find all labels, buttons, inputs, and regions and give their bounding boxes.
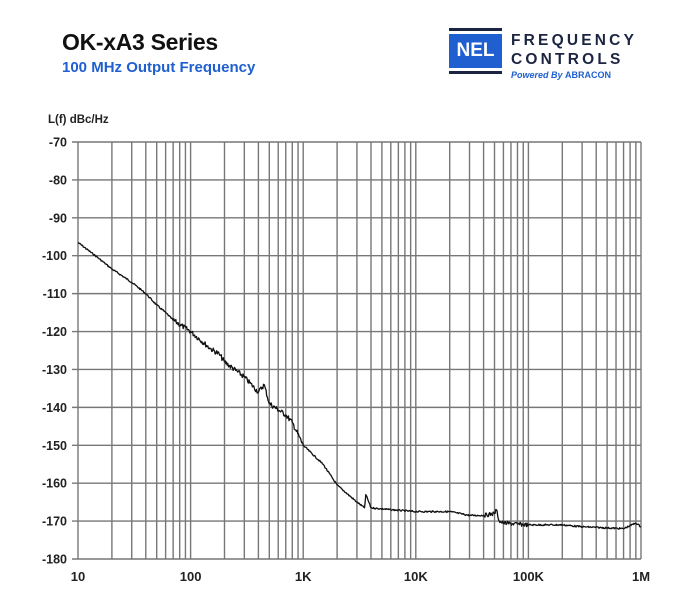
chart-title: OK-xA3 Series [62, 29, 218, 55]
y-tick-label: -170 [42, 515, 67, 529]
x-tick-label: 100K [513, 569, 545, 584]
logo-mark: NEL [449, 34, 502, 68]
phase-noise-trace [77, 241, 642, 530]
logo-bar-bottom [449, 71, 502, 74]
y-tick-label: -180 [42, 553, 67, 567]
x-tick-label: 100 [180, 569, 202, 584]
x-tick-label: 1M [632, 569, 650, 584]
powered-prefix: Powered By [511, 70, 563, 80]
y-axis-label: L(f) dBc/Hz [48, 114, 109, 126]
x-tick-label: 10 [71, 569, 85, 584]
logo-bar-top [449, 28, 502, 31]
series-lines [77, 241, 642, 530]
y-tick-label: -130 [42, 363, 67, 377]
nel-frequency-controls-logo: NEL FREQUENCY CONTROLS Powered By ABRACO… [449, 28, 669, 88]
y-tick-label: -120 [42, 325, 67, 339]
chart-subtitle: 100 MHz Output Frequency [62, 59, 256, 76]
y-tick-label: -140 [42, 401, 67, 415]
x-tick-label: 1K [295, 569, 312, 584]
y-tick-label: -160 [42, 477, 67, 491]
x-tick-labels: 10 100 1K 10K 100K 1M [71, 569, 650, 584]
y-tick-label: -80 [49, 173, 67, 187]
logo-word-1: FREQUENCY [511, 32, 638, 49]
y-tick-label: -110 [43, 287, 67, 301]
y-tick-label: -90 [49, 211, 67, 225]
logo-powered-by: Powered By ABRACON [511, 70, 611, 80]
logo-word-2: CONTROLS [511, 51, 624, 68]
powered-brand: ABRACON [565, 70, 612, 80]
y-tick-label: -70 [49, 136, 67, 150]
y-tick-labels: -70 -80 -90 -100 -110 -120 -130 -140 -150 -160 -17… [42, 136, 67, 567]
grid [72, 141, 642, 560]
y-tick-label: -100 [42, 249, 67, 263]
x-tick-label: 10K [404, 569, 428, 584]
y-tick-label: -150 [42, 439, 67, 453]
